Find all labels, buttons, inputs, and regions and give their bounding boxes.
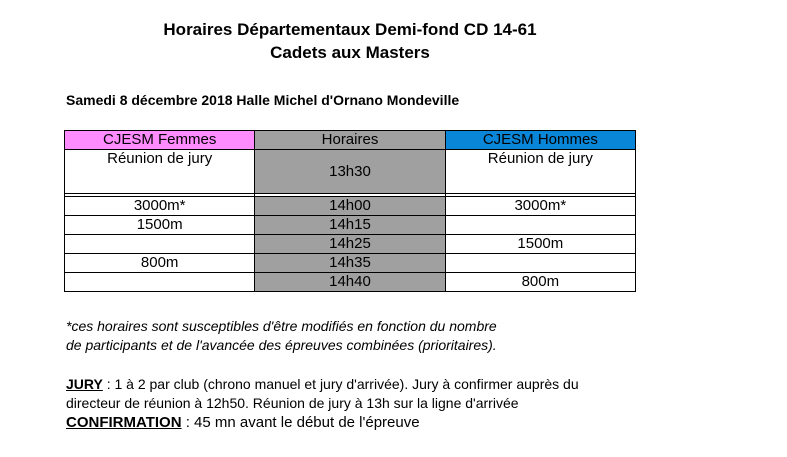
table-row: 14h25 1500m — [63, 234, 637, 254]
jury-label: JURY — [66, 376, 103, 392]
cell-hommes: Réunion de jury — [444, 149, 637, 194]
header-femmes: CJESM Femmes — [63, 130, 256, 150]
cell-hommes — [444, 215, 637, 235]
note-line: de participants et de l'avancée des épre… — [66, 337, 497, 353]
cell-femmes — [63, 272, 256, 292]
cell-hommes — [444, 253, 637, 273]
jury-line: directeur de réunion à 12h50. Réunion de… — [66, 395, 519, 411]
table-row: Réunion de jury 13h30 Réunion de jury — [63, 149, 637, 194]
table-spacer-row — [63, 193, 637, 197]
table-row: 3000m* 14h00 3000m* — [63, 196, 637, 216]
cell-time: 13h30 — [254, 149, 446, 194]
header-horaires: Horaires — [254, 130, 446, 150]
cell-time: 14h00 — [254, 196, 446, 216]
cell-time: 14h40 — [254, 272, 446, 292]
jury-text: : 1 à 2 par club (chrono manuel et jury … — [102, 376, 579, 392]
table-row: 1500m 14h15 — [63, 215, 637, 235]
schedule-note: *ces horaires sont susceptibles d'être m… — [66, 317, 497, 355]
note-line: *ces horaires sont susceptibles d'être m… — [66, 318, 497, 334]
page-subtitle: Cadets aux Masters — [270, 43, 430, 62]
event-date-location: Samedi 8 décembre 2018 Halle Michel d'Or… — [66, 92, 460, 108]
cell-femmes: 800m — [63, 253, 256, 273]
header-hommes: CJESM Hommes — [444, 130, 637, 150]
cell-hommes: 3000m* — [444, 196, 637, 216]
cell-femmes: Réunion de jury — [63, 149, 256, 194]
cell-time: 14h15 — [254, 215, 446, 235]
confirmation-text: : 45 mn avant le début de l'épreuve — [181, 414, 420, 431]
cell-time: 14h25 — [254, 234, 446, 254]
cell-time: 14h35 — [254, 253, 446, 273]
table-row: 14h40 800m — [63, 272, 637, 292]
jury-line: JURY : 1 à 2 par club (chrono manuel et … — [66, 375, 579, 394]
page-title: Horaires Départementaux Demi-fond CD 14-… — [163, 20, 537, 39]
table-row: 800m 14h35 — [63, 253, 637, 273]
cell-femmes — [63, 234, 256, 254]
cell-hommes: 1500m — [444, 234, 637, 254]
table-header-row: CJESM Femmes Horaires CJESM Hommes — [63, 130, 637, 150]
confirmation-line: CONFIRMATION : 45 mn avant le début de l… — [66, 413, 579, 432]
cell-hommes: 800m — [444, 272, 637, 292]
cell-femmes: 3000m* — [63, 196, 256, 216]
jury-info: JURY : 1 à 2 par club (chrono manuel et … — [66, 375, 579, 432]
cell-femmes: 1500m — [63, 215, 256, 235]
schedule-table: CJESM Femmes Horaires CJESM Hommes Réuni… — [63, 130, 637, 292]
confirmation-label: CONFIRMATION — [66, 414, 182, 431]
